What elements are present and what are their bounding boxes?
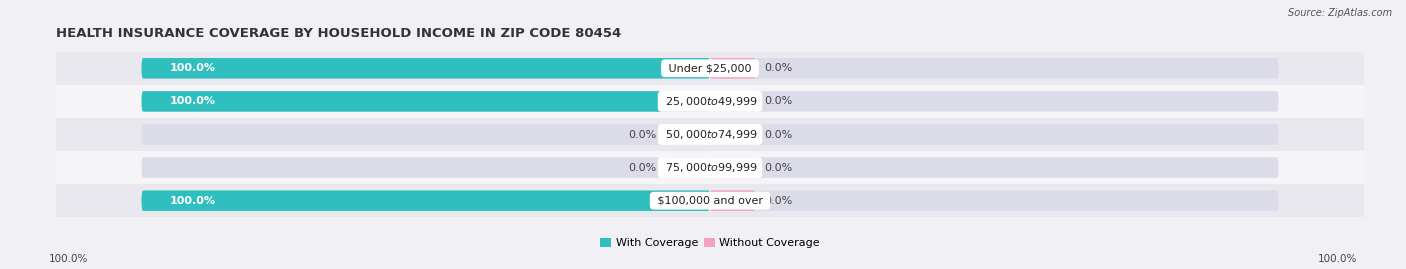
FancyBboxPatch shape	[142, 91, 1278, 112]
Text: Source: ZipAtlas.com: Source: ZipAtlas.com	[1288, 8, 1392, 18]
Bar	[56, 52, 1364, 85]
Text: $50,000 to $74,999: $50,000 to $74,999	[662, 128, 758, 141]
FancyBboxPatch shape	[142, 58, 1278, 79]
Text: $75,000 to $99,999: $75,000 to $99,999	[662, 161, 758, 174]
FancyBboxPatch shape	[710, 91, 755, 112]
Text: 0.0%: 0.0%	[763, 129, 793, 140]
FancyBboxPatch shape	[142, 58, 710, 79]
FancyBboxPatch shape	[710, 190, 755, 211]
Text: 0.0%: 0.0%	[763, 63, 793, 73]
Text: 100.0%: 100.0%	[49, 254, 89, 264]
FancyBboxPatch shape	[665, 157, 710, 178]
Text: $100,000 and over: $100,000 and over	[654, 196, 766, 206]
Text: 0.0%: 0.0%	[627, 129, 657, 140]
Bar	[56, 118, 1364, 151]
FancyBboxPatch shape	[710, 124, 755, 145]
FancyBboxPatch shape	[665, 124, 710, 145]
FancyBboxPatch shape	[710, 58, 755, 79]
FancyBboxPatch shape	[710, 157, 755, 178]
Text: $25,000 to $49,999: $25,000 to $49,999	[662, 95, 758, 108]
Bar	[56, 184, 1364, 217]
Text: 100.0%: 100.0%	[1317, 254, 1357, 264]
Text: 0.0%: 0.0%	[763, 162, 793, 173]
Text: 100.0%: 100.0%	[170, 63, 217, 73]
Text: 0.0%: 0.0%	[763, 96, 793, 107]
FancyBboxPatch shape	[142, 124, 1278, 145]
Bar	[56, 151, 1364, 184]
FancyBboxPatch shape	[142, 190, 710, 211]
FancyBboxPatch shape	[142, 157, 1278, 178]
Text: 0.0%: 0.0%	[763, 196, 793, 206]
Legend: With Coverage, Without Coverage: With Coverage, Without Coverage	[596, 234, 824, 253]
Bar	[56, 85, 1364, 118]
FancyBboxPatch shape	[142, 91, 710, 112]
Text: Under $25,000: Under $25,000	[665, 63, 755, 73]
Text: 100.0%: 100.0%	[170, 196, 217, 206]
Text: 100.0%: 100.0%	[170, 96, 217, 107]
FancyBboxPatch shape	[142, 190, 1278, 211]
Text: HEALTH INSURANCE COVERAGE BY HOUSEHOLD INCOME IN ZIP CODE 80454: HEALTH INSURANCE COVERAGE BY HOUSEHOLD I…	[56, 27, 621, 40]
Text: 0.0%: 0.0%	[627, 162, 657, 173]
